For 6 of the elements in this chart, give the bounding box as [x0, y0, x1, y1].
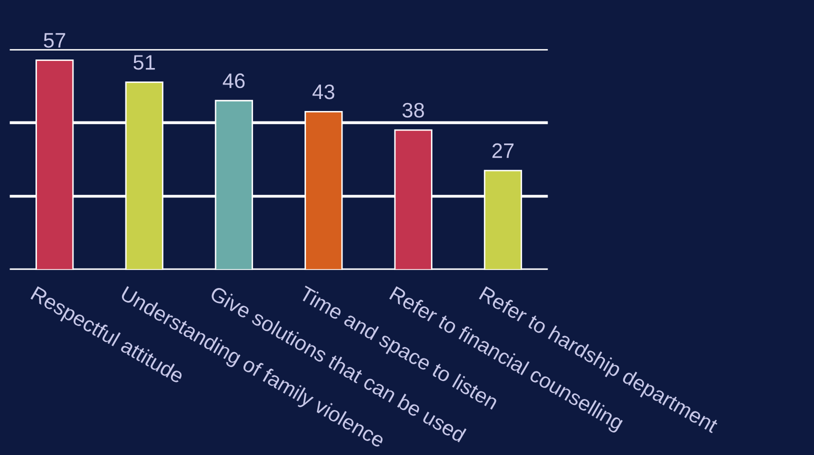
data-label: 46: [222, 73, 245, 88]
data-label: 27: [492, 143, 514, 158]
data-label: 43: [312, 84, 334, 100]
data-label: 38: [402, 102, 424, 118]
data-label: 57: [44, 33, 66, 48]
data-label: 51: [134, 55, 155, 70]
